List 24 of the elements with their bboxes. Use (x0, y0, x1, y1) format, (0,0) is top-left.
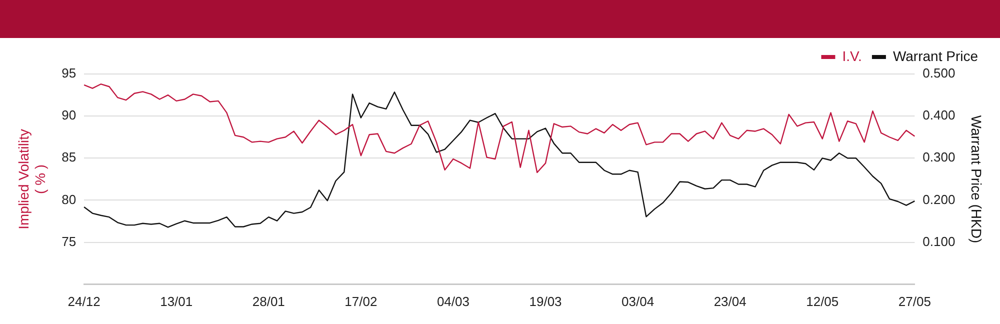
legend-label: I.V. (842, 48, 862, 64)
x-tick-label: 12/05 (806, 294, 839, 309)
y-axis-title: Implied Volatility ( % ) (15, 129, 48, 230)
y2-tick-label: 0.500 (922, 66, 956, 81)
y2-tick-label: 0.200 (922, 192, 956, 207)
y-tick-label: 80 (62, 192, 76, 207)
y-tick-label: 95 (62, 66, 76, 81)
x-tick-label: 24/12 (68, 294, 100, 309)
x-tick-label: 03/04 (622, 294, 654, 309)
y2-axis-title: Warrant Price (HKD) (968, 115, 985, 244)
x-tick-label: 23/04 (714, 294, 746, 309)
x-tick-label: 28/01 (252, 294, 285, 309)
y-tick-label: 75 (62, 234, 76, 249)
y2-tick-label: 0.400 (922, 108, 956, 123)
y2-tick-label: 0.100 (922, 234, 956, 249)
y-tick-label: 85 (62, 150, 76, 165)
x-tick-label: 04/03 (436, 294, 470, 309)
y2-tick-label: 0.300 (922, 150, 956, 165)
x-tick-label: 17/02 (344, 294, 378, 309)
legend-label: Warrant Price (892, 48, 978, 64)
x-tick-label: 27/05 (898, 294, 931, 309)
y-tick-label: 90 (62, 108, 76, 123)
x-tick-label: 19/03 (529, 294, 562, 309)
x-tick-label: 13/01 (160, 294, 193, 309)
